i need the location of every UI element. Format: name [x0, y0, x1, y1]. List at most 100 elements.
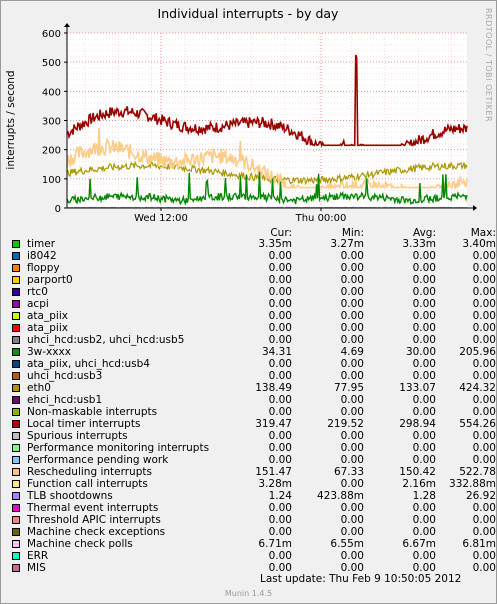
legend-max: 0.00: [472, 358, 496, 370]
legend-cur: 1.24: [268, 490, 292, 502]
legend-cur: 0.00: [268, 406, 292, 418]
legend-avg: 1.28: [412, 490, 436, 502]
legend-label: Rescheduling interrupts: [27, 466, 152, 478]
legend-cur: 0.00: [268, 370, 292, 382]
legend-cur: 0.00: [268, 526, 292, 538]
legend-label: Spurious interrupts: [27, 430, 128, 442]
legend-max: 0.00: [472, 454, 496, 466]
legend-label: eth0: [27, 382, 51, 394]
legend-min: 0.00: [340, 286, 364, 298]
legend-max: 0.00: [472, 310, 496, 322]
legend-row: Threshold APIC interrupts 0.00 0.00 0.00 0.0…: [12, 514, 496, 526]
legend-label: Performance pending work: [27, 454, 169, 466]
legend-cur: 0.00: [268, 550, 292, 562]
legend-avg: 0.00: [412, 526, 436, 538]
legend-label: ata_piix: [27, 310, 68, 322]
legend-row: uhci_hcd:usb2, uhci_hcd:usb5 0.00 0.00 0.00…: [12, 334, 496, 346]
series-3w-xxxx: [66, 171, 468, 206]
x-axis-arrow: [473, 205, 477, 211]
legend-label: Local timer interrupts: [27, 418, 141, 430]
legend-avg: 6.67m: [402, 538, 436, 550]
legend-label: ata_piix: [27, 322, 68, 334]
legend-row: Machine check exceptions 0.00 0.00 0.00 0.00: [12, 526, 496, 538]
legend-max: 332.88m: [449, 478, 496, 490]
legend-row: ata_piix 0.00 0.00 0.00 0.00: [12, 322, 496, 334]
legend-label: Performance monitoring interrupts: [27, 442, 210, 454]
legend-min: 4.69: [340, 346, 364, 358]
legend-label: Threshold APIC interrupts: [27, 514, 161, 526]
legend-min: 3.27m: [330, 238, 364, 250]
legend-max: 0.00: [472, 562, 496, 574]
legend-label: TLB shootdowns: [27, 490, 113, 502]
legend-swatch: [12, 504, 20, 512]
y-tick-label: 0: [55, 204, 61, 215]
legend-max: 0.00: [472, 514, 496, 526]
legend-cur: 3.28m: [258, 478, 292, 490]
legend-cur: 6.71m: [258, 538, 292, 550]
y-axis-arrow: [64, 23, 70, 27]
legend-avg: 0.00: [412, 502, 436, 514]
legend-label: acpi: [27, 298, 49, 310]
legend-label: i8042: [27, 250, 57, 262]
legend-swatch: [12, 264, 20, 272]
legend-min: 0.00: [340, 430, 364, 442]
legend-swatch: [12, 276, 20, 284]
legend-swatch: [12, 336, 20, 344]
legend-avg: 0.00: [412, 262, 436, 274]
legend-row: timer 3.35m 3.27m 3.33m 3.40m: [12, 238, 496, 250]
legend-min: 0.00: [340, 394, 364, 406]
legend-label: MIS: [27, 562, 46, 574]
legend-max: 0.00: [472, 274, 496, 286]
legend-cur: 0.00: [268, 502, 292, 514]
legend-row: Performance pending work 0.00 0.00 0.00 0.00: [12, 454, 496, 466]
legend-swatch: [12, 456, 20, 464]
legend-cur: 0.00: [268, 334, 292, 346]
legend-avg: 0.00: [412, 334, 436, 346]
legend-cur: 0.00: [268, 442, 292, 454]
legend-max: 0.00: [472, 442, 496, 454]
legend-swatch: [12, 288, 20, 296]
legend-min: 0.00: [340, 526, 364, 538]
legend: Cur: Min: Avg: Max: timer 3.35m 3.27m 3.33m…: [12, 227, 496, 574]
legend-swatch: [12, 540, 20, 548]
legend-avg: 0.00: [412, 454, 436, 466]
legend-max: 0.00: [472, 262, 496, 274]
legend-avg: 0.00: [412, 274, 436, 286]
legend-label: uhci_hcd:usb3: [27, 370, 103, 382]
legend-max: 0.00: [472, 526, 496, 538]
x-tick-label: Wed 12:00: [134, 213, 188, 224]
legend-label: Machine check exceptions: [27, 526, 166, 538]
legend-max: 0.00: [472, 286, 496, 298]
legend-avg: 133.07: [399, 382, 436, 394]
legend-max: 554.26: [459, 418, 496, 430]
legend-row: ata_piix 0.00 0.00 0.00 0.00: [12, 310, 496, 322]
legend-cur: 0.00: [268, 562, 292, 574]
legend-min: 0.00: [340, 334, 364, 346]
legend-row: rtc0 0.00 0.00 0.00 0.00: [12, 286, 496, 298]
legend-max: 0.00: [472, 406, 496, 418]
legend-label: timer: [27, 238, 56, 250]
legend-cur: 0.00: [268, 430, 292, 442]
legend-min: 67.33: [333, 466, 364, 478]
legend-row: uhci_hcd:usb3 0.00 0.00 0.00 0.00: [12, 370, 496, 382]
legend-min: 0.00: [340, 250, 364, 262]
legend-label: Thermal event interrupts: [27, 502, 159, 514]
legend-row: Function call interrupts 3.28m 0.00 2.16m 33…: [12, 478, 496, 490]
legend-max: 0.00: [472, 250, 496, 262]
legend-swatch: [12, 528, 20, 536]
legend-row: ehci_hcd:usb1 0.00 0.00 0.00 0.00: [12, 394, 496, 406]
legend-label: Function call interrupts: [27, 478, 148, 490]
legend-max: 205.96: [459, 346, 496, 358]
legend-min: 0.00: [340, 514, 364, 526]
legend-cur: 0.00: [268, 454, 292, 466]
legend-label: uhci_hcd:usb2, uhci_hcd:usb5: [27, 334, 185, 346]
legend-cur: 0.00: [268, 322, 292, 334]
legend-min: 0.00: [340, 454, 364, 466]
y-tick-label: 200: [42, 146, 61, 157]
legend-avg: 0.00: [412, 406, 436, 418]
legend-max: 0.00: [472, 370, 496, 382]
legend-row: Non-maskable interrupts 0.00 0.00 0.00 0.00: [12, 406, 496, 418]
legend-min: 0.00: [340, 262, 364, 274]
legend-swatch: [12, 240, 20, 248]
legend-cur: 0.00: [268, 298, 292, 310]
